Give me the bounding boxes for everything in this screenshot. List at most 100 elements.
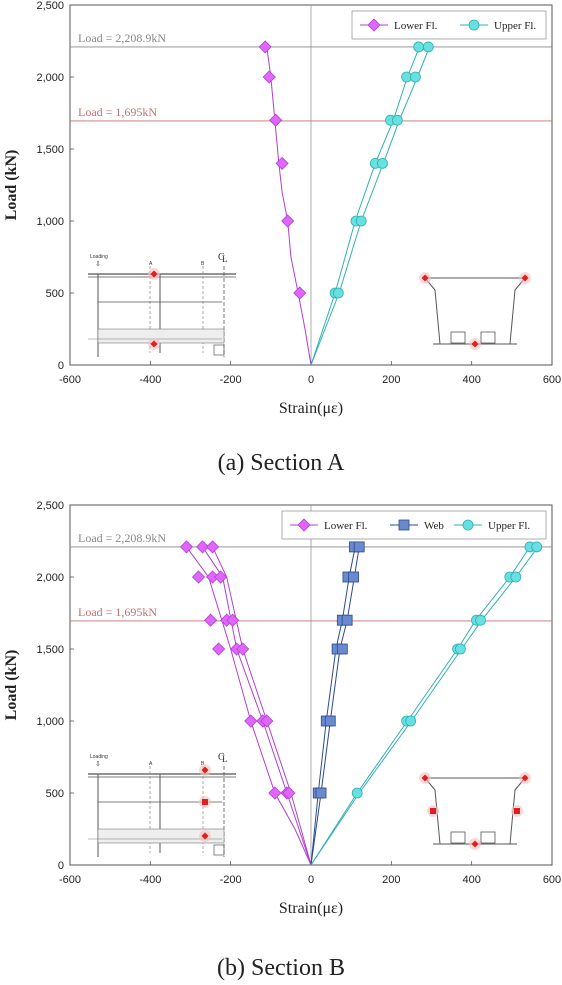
sensor-marker bbox=[202, 799, 208, 805]
x-tick-label: 600 bbox=[543, 874, 561, 886]
legend: Lower Fl. Upper Fl. bbox=[351, 10, 547, 40]
x-tick-label: 600 bbox=[543, 374, 561, 386]
legend-marker bbox=[462, 519, 474, 531]
y-tick-label: 1,500 bbox=[36, 144, 64, 156]
x-tick-label: 200 bbox=[382, 374, 400, 386]
sensor-marker bbox=[471, 340, 479, 348]
data-point bbox=[179, 540, 194, 554]
data-point bbox=[191, 570, 206, 584]
y-tick-label: 2,500 bbox=[36, 0, 64, 12]
data-point bbox=[204, 613, 218, 627]
data-point bbox=[351, 787, 363, 799]
legend-marker bbox=[297, 518, 311, 532]
data-point bbox=[275, 156, 289, 170]
data-point bbox=[531, 541, 543, 553]
x-tick-label: -400 bbox=[139, 374, 161, 386]
data-point bbox=[260, 714, 274, 728]
sensor-marker bbox=[201, 832, 209, 840]
x-tick-label: 200 bbox=[382, 874, 400, 886]
sensor-marker bbox=[150, 340, 158, 348]
beam-elevation-inset: Loading⇩ A B CL bbox=[88, 252, 236, 357]
panel-section-a: Load = 2,208.9kN Load = 1,695kN -600 -400 -2… bbox=[0, 0, 562, 490]
section-b-label: B bbox=[201, 261, 205, 267]
data-point bbox=[355, 215, 367, 227]
data-point bbox=[258, 40, 272, 54]
x-tick-label: -400 bbox=[139, 874, 161, 886]
data-point bbox=[353, 541, 365, 553]
data-point bbox=[226, 613, 240, 627]
legend: Lower Fl. Web Upper Fl. bbox=[281, 510, 547, 540]
data-point bbox=[293, 286, 307, 300]
data-point bbox=[377, 157, 388, 169]
loading-label: Loading bbox=[90, 254, 108, 260]
data-point bbox=[236, 642, 250, 656]
x-tick-label: -600 bbox=[59, 374, 81, 386]
data-point bbox=[348, 571, 359, 583]
y-axis-label: Load (kN) bbox=[3, 150, 20, 221]
legend-label: Upper Fl. bbox=[488, 520, 530, 532]
legend-label: Lower Fl. bbox=[324, 520, 368, 532]
reference-line-label: Load = 2,208.9kN bbox=[78, 531, 166, 545]
data-point bbox=[422, 41, 434, 53]
loading-arrow-icon: ⇩ bbox=[95, 260, 101, 268]
sensor-marker bbox=[471, 840, 479, 848]
x-tick-label: -200 bbox=[220, 374, 242, 386]
beam-elevation-inset: Loading⇩ A B CL bbox=[88, 752, 236, 857]
data-point bbox=[214, 570, 228, 584]
data-point bbox=[413, 41, 425, 53]
x-tick-label: 400 bbox=[462, 374, 480, 386]
y-tick-label: 1,500 bbox=[36, 644, 64, 656]
legend-marker bbox=[367, 18, 381, 32]
y-tick-label: 0 bbox=[58, 860, 64, 872]
data-point bbox=[405, 715, 417, 727]
x-tick-label: 0 bbox=[308, 374, 314, 386]
y-tick-label: 2,000 bbox=[36, 572, 64, 584]
data-point bbox=[212, 642, 226, 656]
data-point bbox=[391, 114, 403, 126]
y-tick-label: 2,000 bbox=[36, 72, 64, 84]
y-tick-label: 500 bbox=[46, 288, 64, 300]
data-point bbox=[315, 787, 327, 799]
legend-marker bbox=[398, 519, 410, 531]
sensor-marker bbox=[201, 766, 209, 774]
section-b-label: B bbox=[201, 761, 205, 767]
sensor-marker bbox=[421, 774, 429, 782]
data-point bbox=[510, 571, 522, 583]
x-tick-label: -600 bbox=[59, 874, 81, 886]
centerline-symbol-c: C bbox=[218, 752, 225, 763]
y-tick-label: 1,000 bbox=[36, 716, 64, 728]
legend-label: Lower Fl. bbox=[394, 20, 438, 32]
cross-section-inset bbox=[419, 272, 531, 350]
data-point bbox=[341, 614, 353, 626]
reference-line-label: Load = 1,695kN bbox=[78, 605, 157, 619]
section-rib-left bbox=[450, 331, 466, 344]
legend-marker bbox=[468, 19, 480, 31]
y-tick-label: 2,500 bbox=[36, 500, 64, 512]
section-rib-right bbox=[480, 331, 496, 344]
caption-section-b: (b) Section B bbox=[217, 955, 345, 981]
section-a-label: A bbox=[149, 761, 153, 767]
sensor-marker bbox=[514, 808, 520, 814]
x-axis-label: Strain(με) bbox=[279, 900, 343, 917]
section-a-label: A bbox=[149, 261, 153, 267]
caption-section-a: (a) Section A bbox=[217, 450, 345, 476]
centerline-symbol-c: C bbox=[218, 252, 225, 263]
sensor-marker bbox=[150, 270, 158, 278]
data-point bbox=[281, 214, 295, 228]
data-point bbox=[268, 786, 282, 800]
sensor-marker bbox=[521, 774, 529, 782]
data-point bbox=[206, 540, 220, 554]
cross-section-inset bbox=[419, 772, 531, 850]
legend-label: Upper Fl. bbox=[494, 20, 536, 32]
data-point bbox=[244, 714, 258, 728]
y-tick-label: 500 bbox=[46, 788, 64, 800]
centerline-symbol-l: L bbox=[222, 754, 228, 764]
support-block bbox=[213, 844, 225, 856]
y-tick-label: 0 bbox=[58, 360, 64, 372]
data-point bbox=[282, 786, 296, 800]
sensor-marker bbox=[521, 274, 529, 282]
bottom-slab bbox=[97, 328, 225, 344]
data-point bbox=[455, 643, 466, 655]
data-point bbox=[324, 715, 336, 727]
panel-section-b: Load = 2,208.9kN Load = 1,695kN -600 -400 -2… bbox=[0, 500, 562, 985]
